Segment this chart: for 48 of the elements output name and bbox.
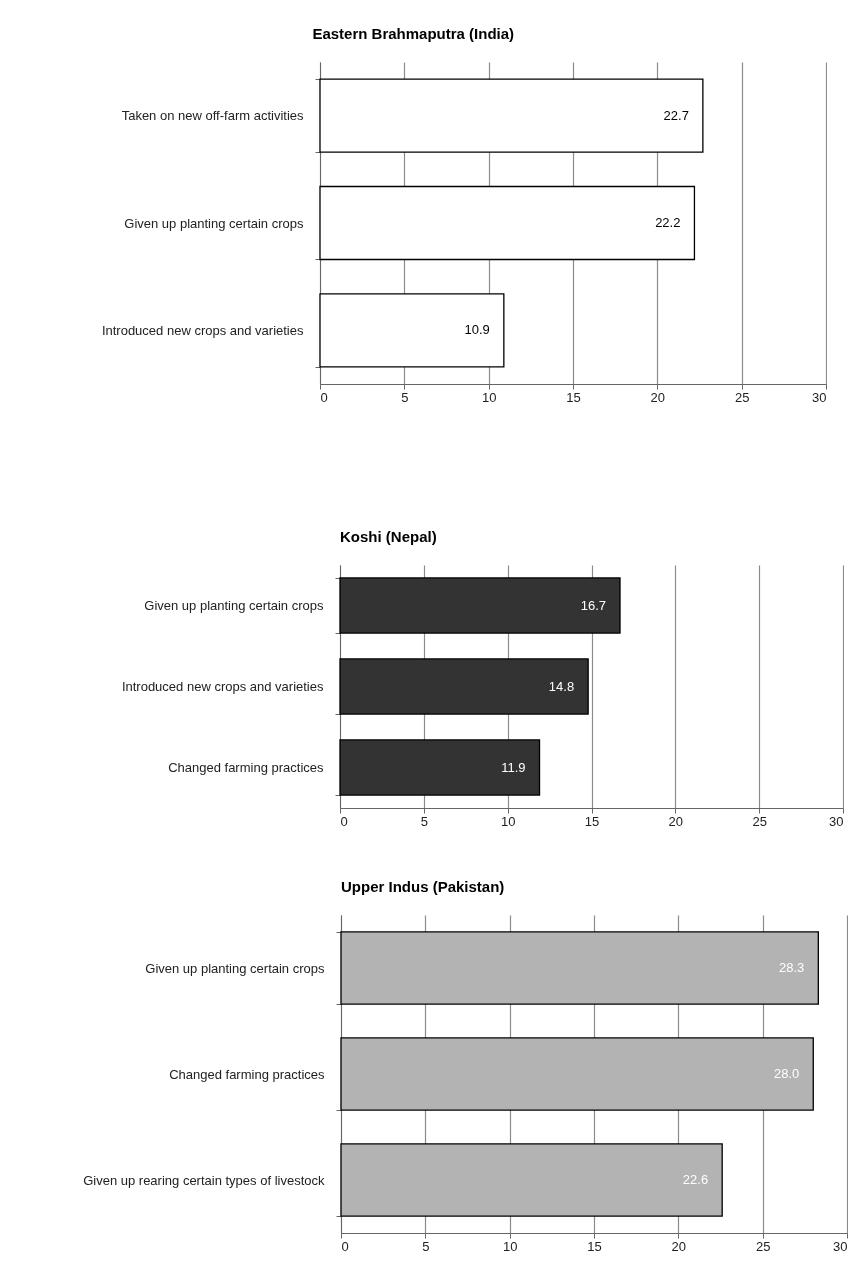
chart-title: Eastern Brahmaputra (India): [312, 25, 515, 42]
bar: [340, 1037, 814, 1111]
x-tick-label: 10: [481, 389, 497, 405]
y-tick-label: Given up planting certain crops: [144, 598, 324, 613]
x-tick-label: 0: [320, 389, 328, 405]
x-tick-label: 20: [668, 813, 684, 829]
data-label: 22.2: [655, 215, 681, 230]
data-label: 11.9: [501, 759, 526, 775]
chart-title: Upper Indus (Pakistan): [341, 878, 505, 895]
x-tick-label: 20: [671, 1238, 687, 1254]
bar: [340, 931, 819, 1005]
x-tick-label: 15: [566, 389, 581, 405]
data-label: 28.3: [779, 960, 805, 975]
y-tick-label: Given up rearing certain types of livestock: [83, 1172, 325, 1188]
x-tick-label: 10: [502, 1238, 518, 1254]
data-label: 14.8: [548, 678, 575, 694]
x-tick-label: 15: [584, 813, 600, 829]
x-tick-label: 15: [587, 1238, 602, 1254]
bar: [339, 739, 541, 796]
y-tick-label: Given up planting certain crops: [124, 215, 304, 231]
x-tick-label: 0: [340, 813, 348, 829]
data-label: 22.7: [663, 107, 689, 123]
x-tick-label: 0: [341, 1238, 349, 1254]
data-label: 22.6: [682, 1172, 709, 1187]
data-label: 28.0: [773, 1066, 800, 1081]
bar: [339, 658, 589, 715]
x-tick-label: 30: [829, 813, 844, 829]
x-tick-label: 5: [420, 813, 428, 829]
bar: [340, 1143, 723, 1217]
bar: [339, 577, 621, 634]
y-tick-label: Introduced new crops and varieties: [101, 322, 304, 338]
x-tick-label: 20: [650, 389, 666, 405]
y-tick-label: Changed farming practices: [169, 1066, 325, 1082]
data-label: 16.7: [580, 597, 606, 613]
x-tick-label: 30: [833, 1238, 848, 1254]
data-label: 10.9: [464, 322, 490, 338]
y-tick-label: Given up planting certain crops: [145, 960, 325, 976]
y-tick-label: Changed farming practices: [168, 760, 324, 775]
x-tick-label: 30: [812, 389, 827, 405]
x-tick-label: 25: [755, 1238, 771, 1254]
x-tick-label: 5: [422, 1238, 430, 1254]
x-tick-label: 25: [752, 813, 767, 829]
x-tick-label: 10: [500, 813, 516, 829]
x-tick-label: 25: [734, 389, 750, 405]
x-tick-label: 5: [401, 389, 409, 405]
y-tick-label: Taken on new off-farm activities: [121, 108, 304, 124]
chart-title: Koshi (Nepal): [340, 528, 437, 545]
y-tick-label: Introduced new crops and varieties: [121, 679, 324, 694]
